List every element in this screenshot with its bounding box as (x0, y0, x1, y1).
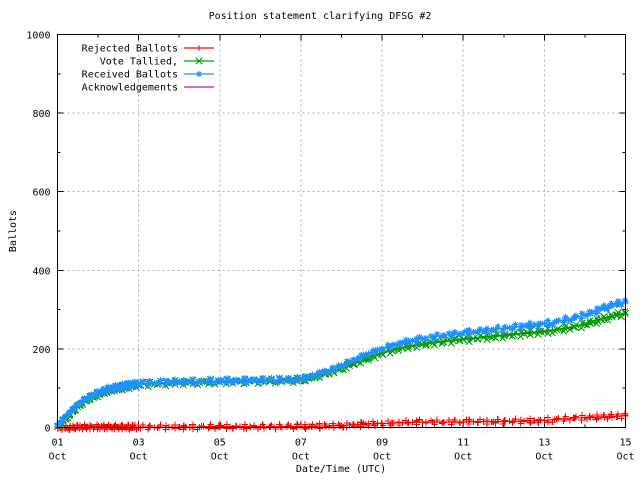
x-tick-sublabel: Oct (616, 452, 634, 463)
y-tick-label: 600 (32, 188, 50, 199)
x-tick-label: 01 (51, 438, 63, 449)
chart-title: Position statement clarifying DFSG #2 (209, 11, 432, 22)
series-received-ballots (54, 296, 629, 430)
x-tick-sublabel: Oct (292, 452, 310, 463)
y-tick-label: 400 (32, 266, 50, 277)
legend-item: Acknowledgements (82, 83, 214, 94)
y-tick-label: 0 (44, 424, 50, 435)
legend-label: Rejected Ballots (82, 44, 178, 55)
y-tick-label: 1000 (26, 31, 50, 42)
chart-legend: Rejected Ballots Vote Tallied, Received Ba… (82, 44, 214, 94)
y-tick-label: 200 (32, 345, 50, 356)
legend-label: Received Ballots (82, 70, 178, 81)
legend-label: Vote Tallied, (100, 57, 178, 68)
x-tick-label: 13 (538, 438, 550, 449)
legend-item: Rejected Ballots (82, 44, 214, 55)
x-tick-sublabel: Oct (211, 452, 229, 463)
x-tick-sublabel: Oct (454, 452, 472, 463)
gridlines (57, 34, 626, 428)
y-tick-labels: 0 200 400 600 800 1000 (26, 31, 50, 435)
data-series-layer (53, 296, 630, 434)
x-axis-title: Date/Time (UTC) (296, 464, 386, 475)
x-tick-sublabel: Oct (373, 452, 391, 463)
plot-frame (57, 34, 626, 428)
legend-label: Acknowledgements (82, 83, 178, 94)
x-tick-label: 07 (295, 438, 307, 449)
y-axis-title: Ballots (8, 210, 19, 252)
x-tick-label: 09 (376, 438, 388, 449)
x-tick-sublabel: Oct (130, 452, 148, 463)
y-tick-label: 800 (32, 109, 50, 120)
legend-item: Received Ballots (82, 70, 214, 81)
series-markers (54, 296, 629, 430)
x-tick-sublabel: Oct (535, 452, 553, 463)
x-tick-label: 05 (214, 438, 226, 449)
x-tick-label: 03 (133, 438, 145, 449)
x-tick-sublabel: Oct (48, 452, 66, 463)
x-tick-label: 11 (457, 438, 469, 449)
x-tick-label: 15 (619, 438, 631, 449)
x-tick-labels: 01 Oct 03 Oct 05 Oct 07 Oct 09 Oct 11 Oct 13 Oct 15 Oct (48, 438, 634, 463)
legend-item: Vote Tallied, (100, 57, 214, 68)
